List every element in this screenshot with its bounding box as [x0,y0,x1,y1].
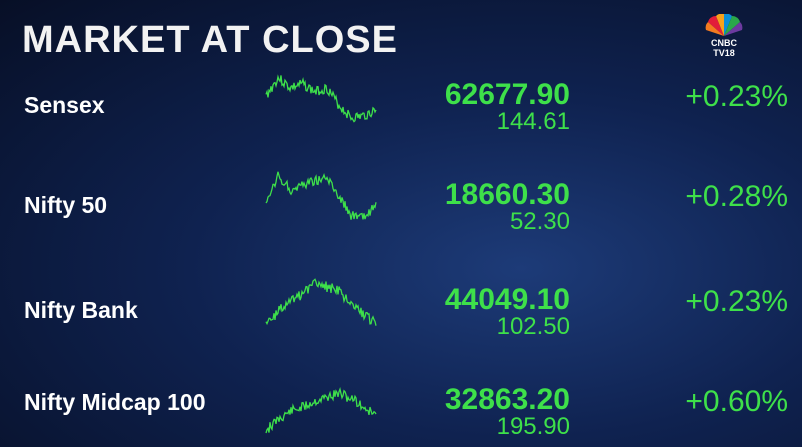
sparkline-path [265,74,377,123]
index-value: 18660.30 [444,178,570,211]
index-row: Nifty Midcap 100 32863.20 195.90 +0.60% [0,383,802,443]
index-value: 62677.90 [444,78,570,111]
index-sparkline [265,171,377,220]
cnbc-tv18-logo: CNBC TV18 [694,13,754,58]
index-change: 195.90 [496,413,570,440]
index-percent: +0.23% [685,80,788,113]
index-value: 44049.10 [444,283,570,316]
sparkline-path [265,278,377,326]
page-title: MARKET AT CLOSE [22,19,398,61]
index-sparkline [265,74,377,123]
index-sparkline [265,387,377,434]
index-change: 144.61 [496,108,570,135]
index-percent: +0.28% [685,180,788,213]
sparkline-path [265,171,377,220]
index-percent: +0.23% [685,285,788,318]
index-name: Nifty Midcap 100 [24,389,206,415]
sparkline-path [265,387,377,434]
index-row: Sensex 62677.90 144.61 +0.23% [0,74,802,138]
index-row: Nifty 50 18660.30 52.30 +0.28% [0,171,802,238]
index-row: Nifty Bank 44049.10 102.50 +0.23% [0,278,802,343]
index-name: Nifty 50 [24,192,108,218]
index-name: Sensex [24,92,105,118]
index-value: 32863.20 [444,383,570,416]
index-sparkline [265,278,377,326]
index-change: 52.30 [509,208,570,235]
logo-text: CNBC TV18 [711,38,737,58]
peacock-icon [705,13,743,36]
index-name: Nifty Bank [24,297,138,323]
index-change: 102.50 [496,313,570,340]
index-percent: +0.60% [685,385,788,418]
